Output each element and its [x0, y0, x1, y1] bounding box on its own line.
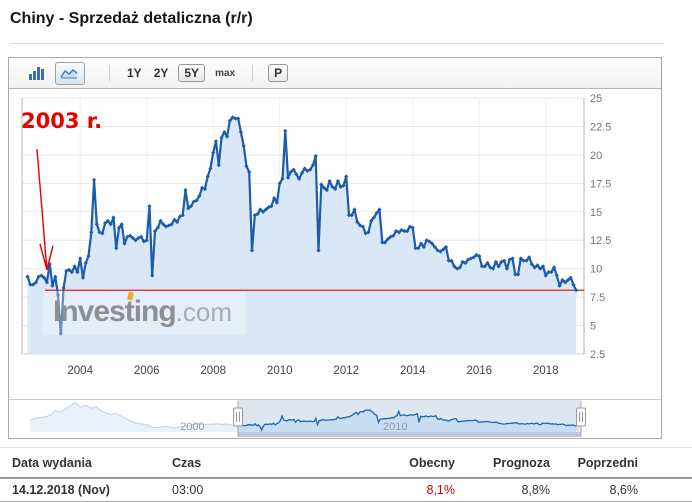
svg-text:2014: 2014 — [400, 365, 426, 377]
range-button-5y-selected[interactable]: 5Y — [178, 64, 206, 82]
svg-text:2016: 2016 — [466, 365, 492, 377]
svg-text:15: 15 — [590, 207, 602, 219]
chart-toolbar: 1Y 2Y 5Y max P — [9, 58, 661, 89]
svg-text:20: 20 — [590, 150, 602, 162]
table-header-row: Data wydania Czas Obecny Prognoza Poprze… — [0, 447, 692, 479]
svg-text:7.5: 7.5 — [590, 292, 605, 304]
page-title: Chiny - Sprzedaż detaliczna (r/r) — [10, 10, 253, 27]
y-axis-labels: 2.5 5 7.5 10 12.5 15 17.5 20 22.5 25 — [590, 93, 611, 361]
toolbar-divider — [109, 65, 110, 81]
range-button-max[interactable]: max — [215, 67, 236, 79]
svg-text:12.5: 12.5 — [590, 235, 611, 247]
range-navigator[interactable]: 2000 2010 — [9, 399, 661, 439]
cell-time: 03:00 — [172, 483, 204, 497]
annotation-arrow — [36, 149, 54, 270]
svg-text:17.5: 17.5 — [590, 178, 611, 190]
svg-text:5: 5 — [590, 321, 596, 333]
range-button-2y[interactable]: 2Y — [153, 66, 169, 80]
col-header-actual: Obecny — [409, 455, 455, 470]
svg-text:2010: 2010 — [383, 421, 407, 433]
svg-text:2010: 2010 — [267, 365, 293, 377]
svg-text:22.5: 22.5 — [590, 121, 611, 133]
annotation-2003-label: 2003 r. — [21, 109, 103, 133]
svg-text:2000: 2000 — [180, 421, 204, 433]
events-table: Data wydania Czas Obecny Prognoza Poprze… — [0, 447, 692, 502]
svg-text:2018: 2018 — [533, 365, 559, 377]
svg-text:2006: 2006 — [134, 365, 160, 377]
svg-text:2.5: 2.5 — [590, 349, 605, 361]
col-header-release-date: Data wydania — [12, 455, 92, 470]
watermark-main-text: Investing — [53, 295, 177, 328]
cell-release-date: 14.12.2018 (Nov) — [12, 483, 110, 497]
title-divider — [10, 43, 664, 44]
nav-year-labels: 2000 2010 — [180, 421, 407, 433]
nav-handle-left[interactable] — [233, 401, 243, 437]
main-chart-canvas[interactable]: 2004 2006 2008 2010 2012 2014 2016 20182.557.51… — [9, 89, 661, 399]
svg-text:25: 25 — [590, 93, 602, 105]
col-header-previous: Poprzedni — [577, 455, 638, 470]
chart-widget: 1Y 2Y 5Y max P 2004 2006 2008 2010 2012 2014 2… — [8, 57, 662, 439]
svg-text:2008: 2008 — [200, 365, 226, 377]
svg-text:2004: 2004 — [67, 365, 93, 377]
nav-series-selected — [238, 409, 577, 432]
cell-actual: 8,1% — [426, 483, 456, 497]
nav-scroll-track[interactable] — [238, 432, 581, 437]
svg-text:10: 10 — [590, 264, 602, 276]
bar-chart-icon[interactable] — [29, 66, 45, 80]
navigator-canvas[interactable]: 2000 2010 — [9, 400, 661, 438]
nav-handle-right[interactable] — [576, 401, 586, 437]
cell-forecast: 8,8% — [521, 483, 551, 497]
col-header-forecast: Prognoza — [493, 455, 550, 470]
col-header-time: Czas — [172, 455, 202, 470]
x-axis-labels: 2004 2006 2008 2010 2012 2014 2016 2018 — [67, 365, 558, 377]
area-chart-button[interactable] — [55, 61, 85, 85]
cell-previous: 8,6% — [609, 483, 639, 497]
watermark-suffix-text: .com — [175, 297, 233, 327]
svg-text:2012: 2012 — [333, 365, 359, 377]
settings-button[interactable]: P — [268, 64, 289, 82]
area-chart-icon — [60, 68, 78, 78]
chart-plot-region: 2004 2006 2008 2010 2012 2014 2016 2018 2.5 5 7.5 1… — [9, 89, 661, 399]
range-button-1y[interactable]: 1Y — [127, 66, 142, 80]
investing-watermark: Investing .com — [43, 291, 247, 335]
series-area — [27, 117, 577, 354]
toolbar-divider-2 — [252, 65, 254, 81]
table-row: 14.12.2018 (Nov) 03:00 8,1% 8,8% 8,6% — [0, 479, 692, 502]
